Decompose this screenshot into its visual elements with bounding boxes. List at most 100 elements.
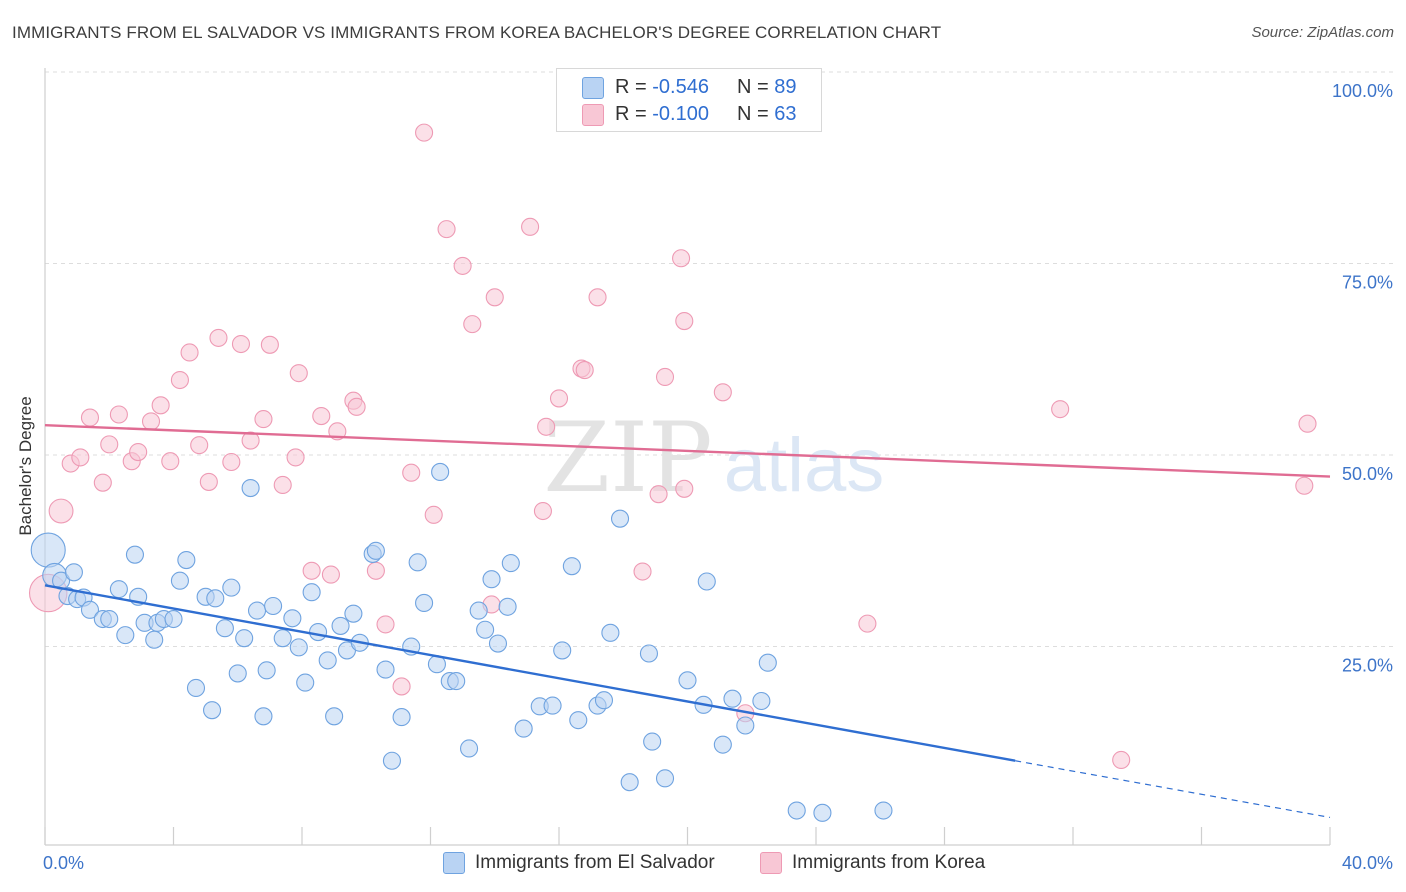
korea-point — [80, 408, 100, 427]
korea-point — [260, 335, 279, 354]
korea-point — [392, 677, 411, 696]
el-salvador-point — [235, 629, 254, 648]
el-salvador-point — [610, 509, 630, 528]
y-tick-label: 25.0% — [1342, 656, 1393, 676]
korea-point — [713, 383, 732, 402]
el-salvador-point — [787, 801, 806, 820]
chart-title: IMMIGRANTS FROM EL SALVADOR VS IMMIGRANT… — [12, 23, 942, 42]
korea-point — [1112, 750, 1131, 770]
el-salvador-point — [697, 572, 716, 591]
el-salvador-points — [30, 462, 893, 822]
korea-point — [672, 249, 691, 268]
el-salvador-trend-line — [44, 584, 1016, 762]
el-salvador-point — [643, 732, 662, 751]
el-salvador-point — [736, 716, 755, 735]
el-salvador-point — [100, 609, 119, 629]
korea-point — [170, 370, 189, 390]
korea-point — [231, 334, 251, 354]
el-salvador-point — [488, 634, 508, 653]
korea-point — [190, 436, 209, 455]
el-salvador-point — [620, 773, 639, 792]
korea-point — [537, 417, 556, 436]
el-salvador-point — [601, 623, 620, 642]
korea-point — [485, 288, 504, 307]
y-tick-label: 100.0% — [1332, 81, 1393, 101]
korea-point — [109, 405, 128, 424]
n-stat: N = 63 — [737, 103, 797, 125]
el-salvador-point — [318, 651, 337, 670]
el-salvador-point — [247, 601, 267, 620]
stats-legend: R = -0.546 N = 89 R = -0.100 N = 63 — [556, 68, 822, 132]
korea-point — [302, 561, 321, 580]
watermark-atlas: atlas — [724, 423, 885, 508]
el-salvador-point — [562, 557, 581, 576]
el-salvador-trend-extension — [1015, 760, 1331, 819]
el-salvador-point — [296, 673, 315, 692]
korea-point — [273, 475, 292, 495]
el-salvador-point — [302, 583, 321, 602]
el-salvador-point — [758, 653, 777, 672]
el-salvador-point — [206, 589, 225, 608]
el-salvador-point — [222, 578, 241, 597]
el-salvador-point — [543, 696, 562, 715]
el-salvador-legend-swatch — [443, 852, 465, 874]
el-salvador-point — [678, 671, 697, 690]
el-salvador-point — [752, 691, 771, 711]
korea-trend-line — [44, 424, 1331, 478]
el-salvador-point — [392, 708, 411, 727]
korea-point — [254, 410, 273, 429]
korea-point — [93, 473, 112, 492]
el-salvador-point — [254, 707, 273, 726]
el-salvador-point — [289, 638, 308, 657]
n-value: 89 — [774, 76, 797, 98]
r-value: -0.100 — [652, 103, 709, 125]
korea-point — [209, 328, 228, 347]
korea-point — [453, 256, 472, 275]
el-salvador-point — [309, 623, 328, 642]
el-salvador-point — [431, 462, 450, 482]
korea-point — [321, 565, 340, 584]
source-credit: Source: ZipAtlas.com — [1251, 24, 1394, 41]
korea-point — [858, 614, 877, 633]
gridlines — [45, 71, 1394, 647]
el-salvador-point — [459, 739, 479, 758]
korea-point — [199, 472, 218, 491]
korea-point — [1298, 414, 1317, 433]
axes — [44, 68, 1331, 846]
korea-point — [633, 562, 652, 581]
stats-row-korea: R = -0.100 N = 63 — [557, 101, 821, 127]
el-salvador-point — [553, 641, 572, 660]
el-salvador-point — [447, 672, 466, 691]
x-tick-label: 40.0% — [1342, 853, 1393, 873]
el-salvador-point — [177, 550, 196, 570]
korea-point — [347, 397, 366, 416]
korea-point — [129, 442, 148, 462]
korea-point — [649, 485, 668, 504]
tick-labels: 100.0% 75.0% 50.0% 25.0% 0.0% 40.0% — [43, 81, 1393, 873]
el-salvador-point — [264, 596, 283, 616]
y-tick-label: 50.0% — [1342, 464, 1393, 484]
korea-point — [675, 479, 694, 498]
r-stat: R = -0.546 — [615, 76, 709, 98]
korea-point — [71, 448, 90, 467]
el-salvador-point — [655, 769, 675, 788]
el-salvador-point — [164, 609, 183, 629]
korea-point — [376, 615, 395, 634]
el-salvador-point — [203, 701, 222, 720]
el-salvador-point — [228, 664, 247, 683]
korea-point — [48, 498, 74, 524]
el-salvador-point — [469, 601, 488, 620]
korea-point — [180, 343, 199, 362]
el-salvador-point — [639, 644, 659, 663]
el-salvador-point — [186, 678, 206, 698]
el-salvador-point — [145, 630, 164, 649]
x-tick-label: 0.0% — [43, 853, 84, 873]
korea-point — [575, 361, 594, 380]
korea-swatch — [582, 104, 604, 126]
el-salvador-point — [80, 600, 100, 619]
y-axis-label: Bachelor's Degree — [16, 396, 35, 536]
el-salvador-point — [257, 661, 276, 680]
korea-legend-label: Immigrants from Korea — [792, 852, 986, 873]
el-salvador-point — [713, 735, 732, 754]
trend-lines — [44, 424, 1331, 819]
